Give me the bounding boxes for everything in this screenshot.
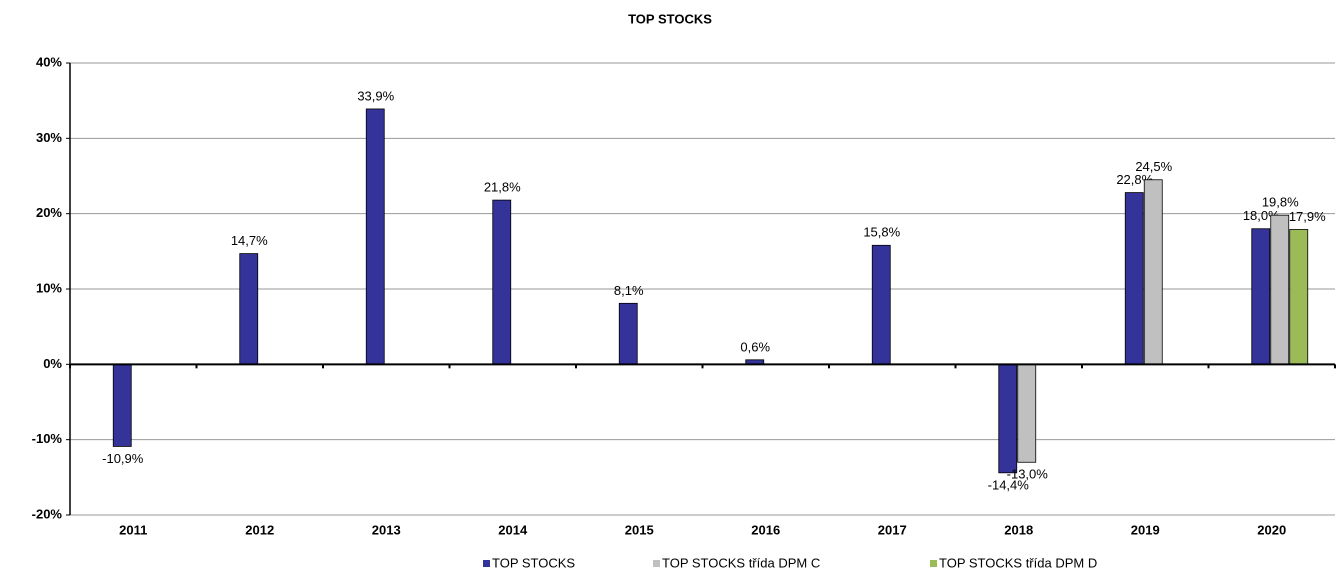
bar [239, 253, 259, 365]
legend-swatch [653, 560, 660, 567]
legend-swatch [930, 560, 937, 567]
bar [1270, 214, 1290, 365]
x-tick-label: 2012 [245, 522, 274, 537]
y-tick-label: 30% [36, 130, 62, 145]
bar [492, 199, 512, 365]
data-label: 24,5% [1135, 159, 1172, 174]
y-tick-label: -20% [32, 506, 63, 521]
y-tick-label: -10% [32, 431, 63, 446]
x-tick-label: 2015 [625, 522, 654, 537]
x-tick-label: 2011 [119, 522, 147, 537]
bar [1289, 229, 1309, 365]
x-tick-label: 2016 [751, 522, 780, 537]
bar [1251, 228, 1271, 365]
data-label: -14,4% [988, 477, 1030, 492]
bar [998, 363, 1018, 474]
bar [365, 108, 385, 365]
x-tick-label: 2017 [878, 522, 907, 537]
chart-title: TOP STOCKS [628, 11, 712, 26]
bar [618, 302, 638, 365]
y-tick-label: 40% [36, 54, 62, 69]
bar [1017, 363, 1037, 463]
data-label: 19,8% [1262, 195, 1299, 210]
data-label: 0,6% [740, 339, 770, 354]
legend-label: TOP STOCKS [492, 555, 575, 570]
x-tick-label: 2020 [1257, 522, 1286, 537]
data-label: 21,8% [484, 180, 521, 195]
data-label: -13,0% [1007, 467, 1049, 482]
bar [112, 363, 132, 447]
data-label: 15,8% [863, 225, 900, 240]
legend-label: TOP STOCKS třída DPM D [939, 555, 1097, 570]
data-label: 8,1% [614, 283, 644, 298]
legend-swatch [483, 560, 490, 567]
y-tick-label: 0% [43, 356, 62, 371]
x-tick-label: 2014 [498, 522, 528, 537]
bar [1143, 179, 1163, 365]
data-label: -10,9% [102, 451, 144, 466]
legend-label: TOP STOCKS třída DPM C [662, 555, 820, 570]
y-tick-label: 10% [36, 280, 62, 295]
x-tick-label: 2019 [1131, 522, 1160, 537]
bar [1124, 192, 1144, 365]
y-tick-label: 20% [36, 205, 62, 220]
bar [871, 244, 891, 365]
data-label: 33,9% [357, 88, 394, 103]
data-label: 17,9% [1289, 209, 1326, 224]
x-tick-label: 2018 [1004, 522, 1033, 537]
x-tick-label: 2013 [372, 522, 401, 537]
data-label: 14,7% [231, 233, 268, 248]
